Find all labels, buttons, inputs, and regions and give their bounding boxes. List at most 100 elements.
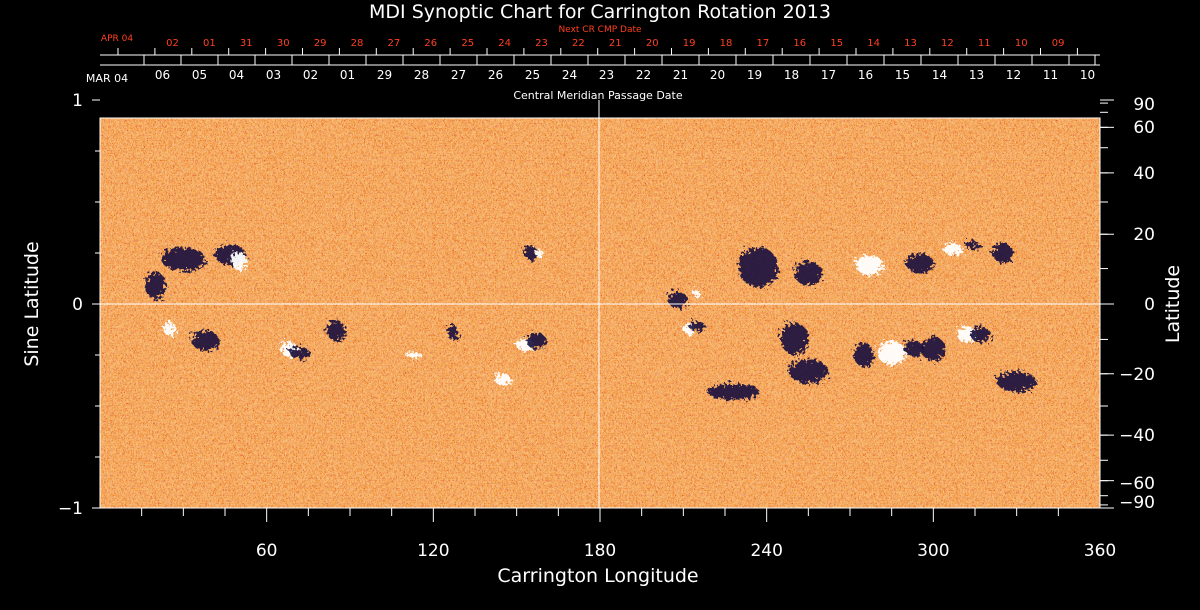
x-tick-label: 60 (256, 541, 278, 561)
positive-polarity-region (405, 352, 422, 358)
y-left-tick-label: 1 (72, 91, 83, 111)
cmp-date-label: 15 (895, 68, 910, 82)
next-date-label: 19 (683, 38, 696, 49)
x-tick-label: 360 (1084, 541, 1116, 561)
cmp-date-label: 20 (710, 68, 725, 82)
negative-polarity-region (290, 346, 310, 359)
negative-polarity-region (853, 343, 874, 367)
negative-polarity-region (707, 383, 760, 400)
cmp-date-label: 21 (673, 68, 688, 82)
next-date-label: 13 (904, 38, 917, 49)
negative-polarity-region (667, 291, 688, 308)
negative-polarity-region (992, 243, 1013, 263)
negative-polarity-region (326, 320, 347, 341)
cmp-date-label: 06 (155, 68, 170, 82)
cmp-date-label: 14 (932, 68, 947, 82)
positive-polarity-region (956, 326, 977, 343)
next-date-label: 25 (461, 38, 474, 49)
next-date-label: 01 (203, 38, 216, 49)
next-date-label: 11 (978, 38, 991, 49)
cmp-date-label: 16 (858, 68, 873, 82)
negative-polarity-region (903, 340, 924, 357)
next-date-label: 22 (572, 38, 585, 49)
x-axis: 60 120 180 240 300 360 (141, 508, 1116, 561)
negative-polarity-region (964, 240, 981, 249)
cmp-date-label: 19 (747, 68, 762, 82)
next-date-label: 30 (277, 38, 290, 49)
negative-polarity-region (905, 253, 934, 274)
cmp-date-label: 23 (599, 68, 614, 82)
cmp-date-label: 01 (340, 68, 355, 82)
cmp-date-label: 13 (969, 68, 984, 82)
next-date-label: 15 (830, 38, 843, 49)
y-left-tick-label: −1 (58, 499, 83, 519)
negative-polarity-region (447, 324, 458, 341)
next-date-label: 31 (240, 38, 253, 49)
negative-polarity-region (921, 336, 946, 361)
cmp-date-label: 03 (266, 68, 281, 82)
cmp-date-label: 18 (784, 68, 799, 82)
cmp-date-label: 02 (303, 68, 318, 82)
cmp-date-label: 11 (1043, 68, 1058, 82)
negative-polarity-region (738, 247, 779, 288)
next-date-label: 18 (720, 38, 733, 49)
next-date-label: 10 (1015, 38, 1028, 49)
next-axis-label: Next CR CMP Date (558, 25, 642, 35)
cmp-date-label: 28 (414, 68, 429, 82)
y-right-tick-label: 60 (1133, 118, 1155, 138)
negative-polarity-region (161, 247, 206, 272)
top-axis-label: Central Meridian Passage Date (513, 89, 682, 102)
next-date-label: 27 (388, 38, 401, 49)
cmp-date-label: 25 (525, 68, 540, 82)
positive-polarity-region (693, 289, 702, 298)
y-right-tick-label: −40 (1119, 426, 1155, 446)
x-tick-label: 120 (417, 541, 449, 561)
cmp-date-label: 04 (229, 68, 244, 82)
next-date-label: 17 (757, 38, 770, 49)
next-date-label: 26 (424, 38, 437, 49)
positive-polarity-region (163, 321, 176, 336)
negative-polarity-region (524, 245, 537, 261)
cmp-date-label: 27 (451, 68, 466, 82)
negative-polarity-region (689, 321, 706, 332)
next-date-label: 12 (941, 38, 954, 49)
next-date-label: 23 (535, 38, 548, 49)
negative-polarity-region (145, 271, 166, 300)
positive-polarity-region (494, 373, 511, 386)
next-date-label: 20 (646, 38, 659, 49)
y-right-tick-label: 20 (1133, 225, 1155, 245)
next-date-label: 14 (867, 38, 880, 49)
y-axis-right-label: Latitude (1162, 265, 1184, 343)
y-axis-left-label: Sine Latitude (21, 241, 43, 366)
y-left-tick-label: 0 (72, 295, 83, 315)
negative-polarity-region (780, 322, 809, 355)
next-date-label: 21 (609, 38, 622, 49)
next-cmp-date-axis: APR 04 02 01 31 30 29 28 27 26 25 24 23 22 21 20 19 18 17… (100, 34, 1100, 56)
magnetogram-map (100, 118, 1100, 508)
next-axis-start-label: APR 04 (101, 34, 133, 44)
x-axis-label: Carrington Longitude (497, 565, 698, 587)
positive-polarity-region (230, 252, 247, 271)
negative-polarity-region (970, 326, 991, 343)
cmp-date-label: 24 (562, 68, 577, 82)
positive-polarity-region (877, 340, 906, 365)
chart-title: MDI Synoptic Chart for Carrington Rotati… (369, 1, 831, 23)
next-date-label: 29 (314, 38, 327, 49)
y-axis-right: 90 60 40 20 0 −20 −40 −60−90 (1100, 95, 1155, 513)
next-date-label: 09 (1052, 38, 1065, 49)
cmp-date-label: 26 (488, 68, 503, 82)
positive-polarity-region (534, 249, 543, 257)
next-date-label: 02 (166, 38, 179, 49)
y-right-tick-label: 90 (1133, 95, 1155, 115)
cmp-date-label: 10 (1080, 68, 1095, 82)
x-tick-label: 240 (750, 541, 782, 561)
y-right-tick-label: 40 (1133, 164, 1155, 184)
negative-polarity-region (526, 332, 547, 349)
next-date-label: 28 (351, 38, 364, 49)
cmp-date-label: 17 (821, 68, 836, 82)
cmp-date-axis: MAR 04 06 05 04 03 02 01 29 28 27 26 25 24 23 22 21 20 19… (86, 55, 1100, 85)
x-tick-label: 180 (584, 541, 616, 561)
cmp-date-label: 05 (192, 68, 207, 82)
cmp-date-label: 29 (377, 68, 392, 82)
